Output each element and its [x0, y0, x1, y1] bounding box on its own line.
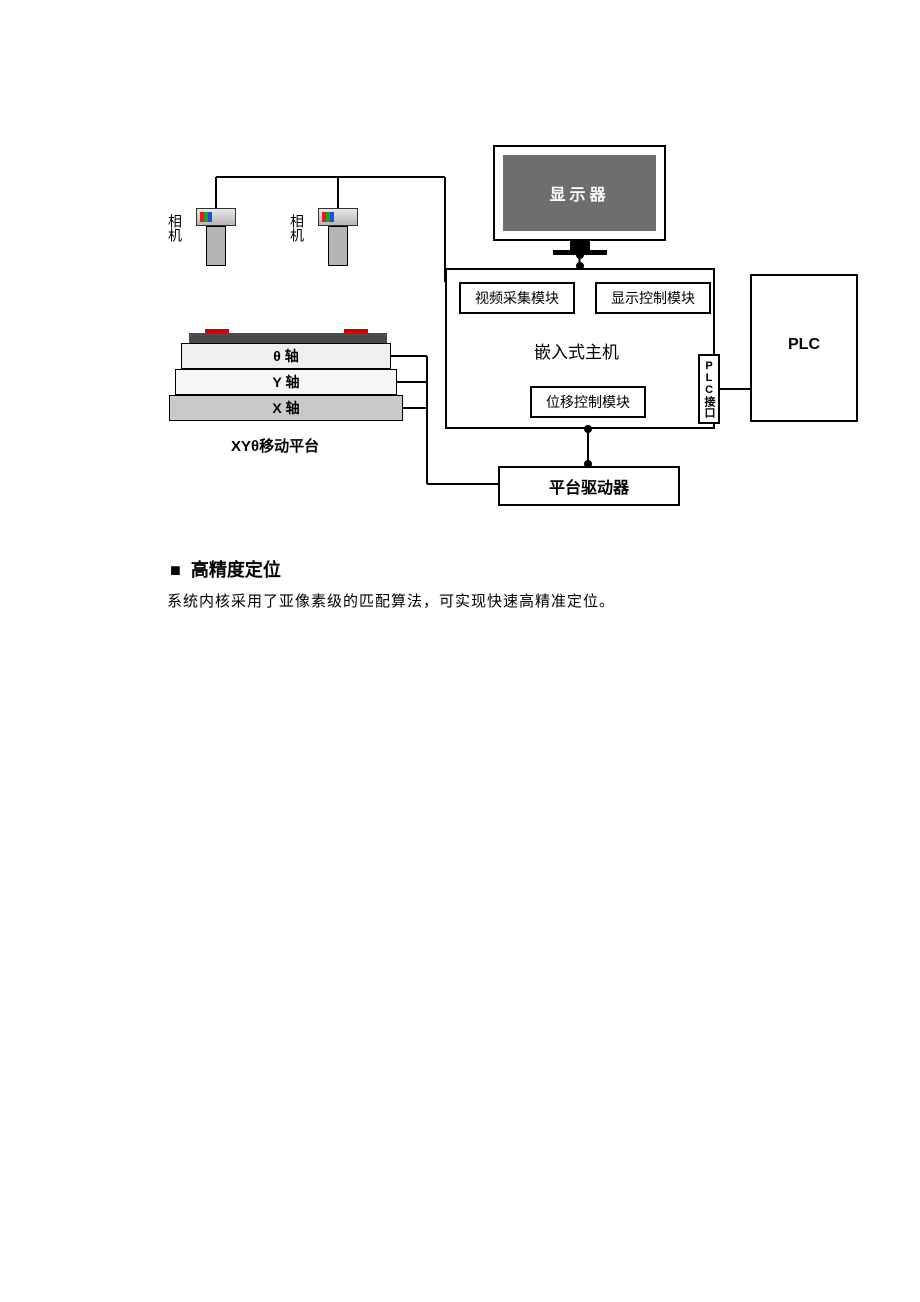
- module-video-acq: 视频采集模块: [459, 282, 575, 314]
- section-heading: ■ 高精度定位: [170, 556, 281, 582]
- module-display-label: 显示控制模块: [611, 288, 695, 308]
- platform-axis: X 轴: [169, 395, 403, 421]
- module-video-label: 视频采集模块: [475, 288, 559, 308]
- camera-label: 相机: [168, 214, 182, 242]
- module-motion-ctrl: 位移控制模块: [530, 386, 646, 418]
- platform-red-tab: [344, 329, 368, 333]
- bullet-icon: ■: [170, 560, 181, 580]
- host-title: 嵌入式主机: [534, 338, 619, 363]
- camera-led-icon: [208, 212, 212, 222]
- platform-axis: θ 轴: [181, 343, 391, 369]
- module-display-ctrl: 显示控制模块: [595, 282, 711, 314]
- monitor-screen: 显示器: [503, 155, 656, 231]
- plc-box: PLC: [750, 274, 858, 422]
- connection-dot-icon: [584, 425, 592, 433]
- plc-port: PLC接口: [698, 354, 720, 424]
- connection-dot-icon: [576, 251, 584, 259]
- monitor-label: 显示器: [549, 181, 609, 205]
- page-canvas: 显示器 相机相机 θ 轴Y 轴X 轴 XYθ移动平台 嵌入式主机 视频采集模块 …: [0, 0, 920, 1302]
- plc-port-label: PLC接口: [703, 360, 715, 418]
- plc-label: PLC: [788, 336, 820, 354]
- heading-text: 高精度定位: [191, 560, 281, 580]
- camera-led-icon: [330, 212, 334, 222]
- driver-label: 平台驱动器: [549, 474, 629, 498]
- platform-label: XYθ移动平台: [231, 435, 319, 456]
- connection-dot-icon: [576, 262, 584, 270]
- camera-lens: [328, 226, 348, 266]
- driver-box: 平台驱动器: [498, 466, 680, 506]
- camera-lens: [206, 226, 226, 266]
- platform-top-bar: [189, 333, 387, 343]
- module-motion-label: 位移控制模块: [546, 392, 630, 412]
- monitor-stand: [570, 241, 590, 250]
- connection-dot-icon: [584, 460, 592, 468]
- platform-axis: Y 轴: [175, 369, 397, 395]
- platform-red-tab: [205, 329, 229, 333]
- section-paragraph: 系统内核采用了亚像素级的匹配算法，可实现快速高精准定位。: [167, 590, 615, 611]
- camera-label: 相机: [290, 214, 304, 242]
